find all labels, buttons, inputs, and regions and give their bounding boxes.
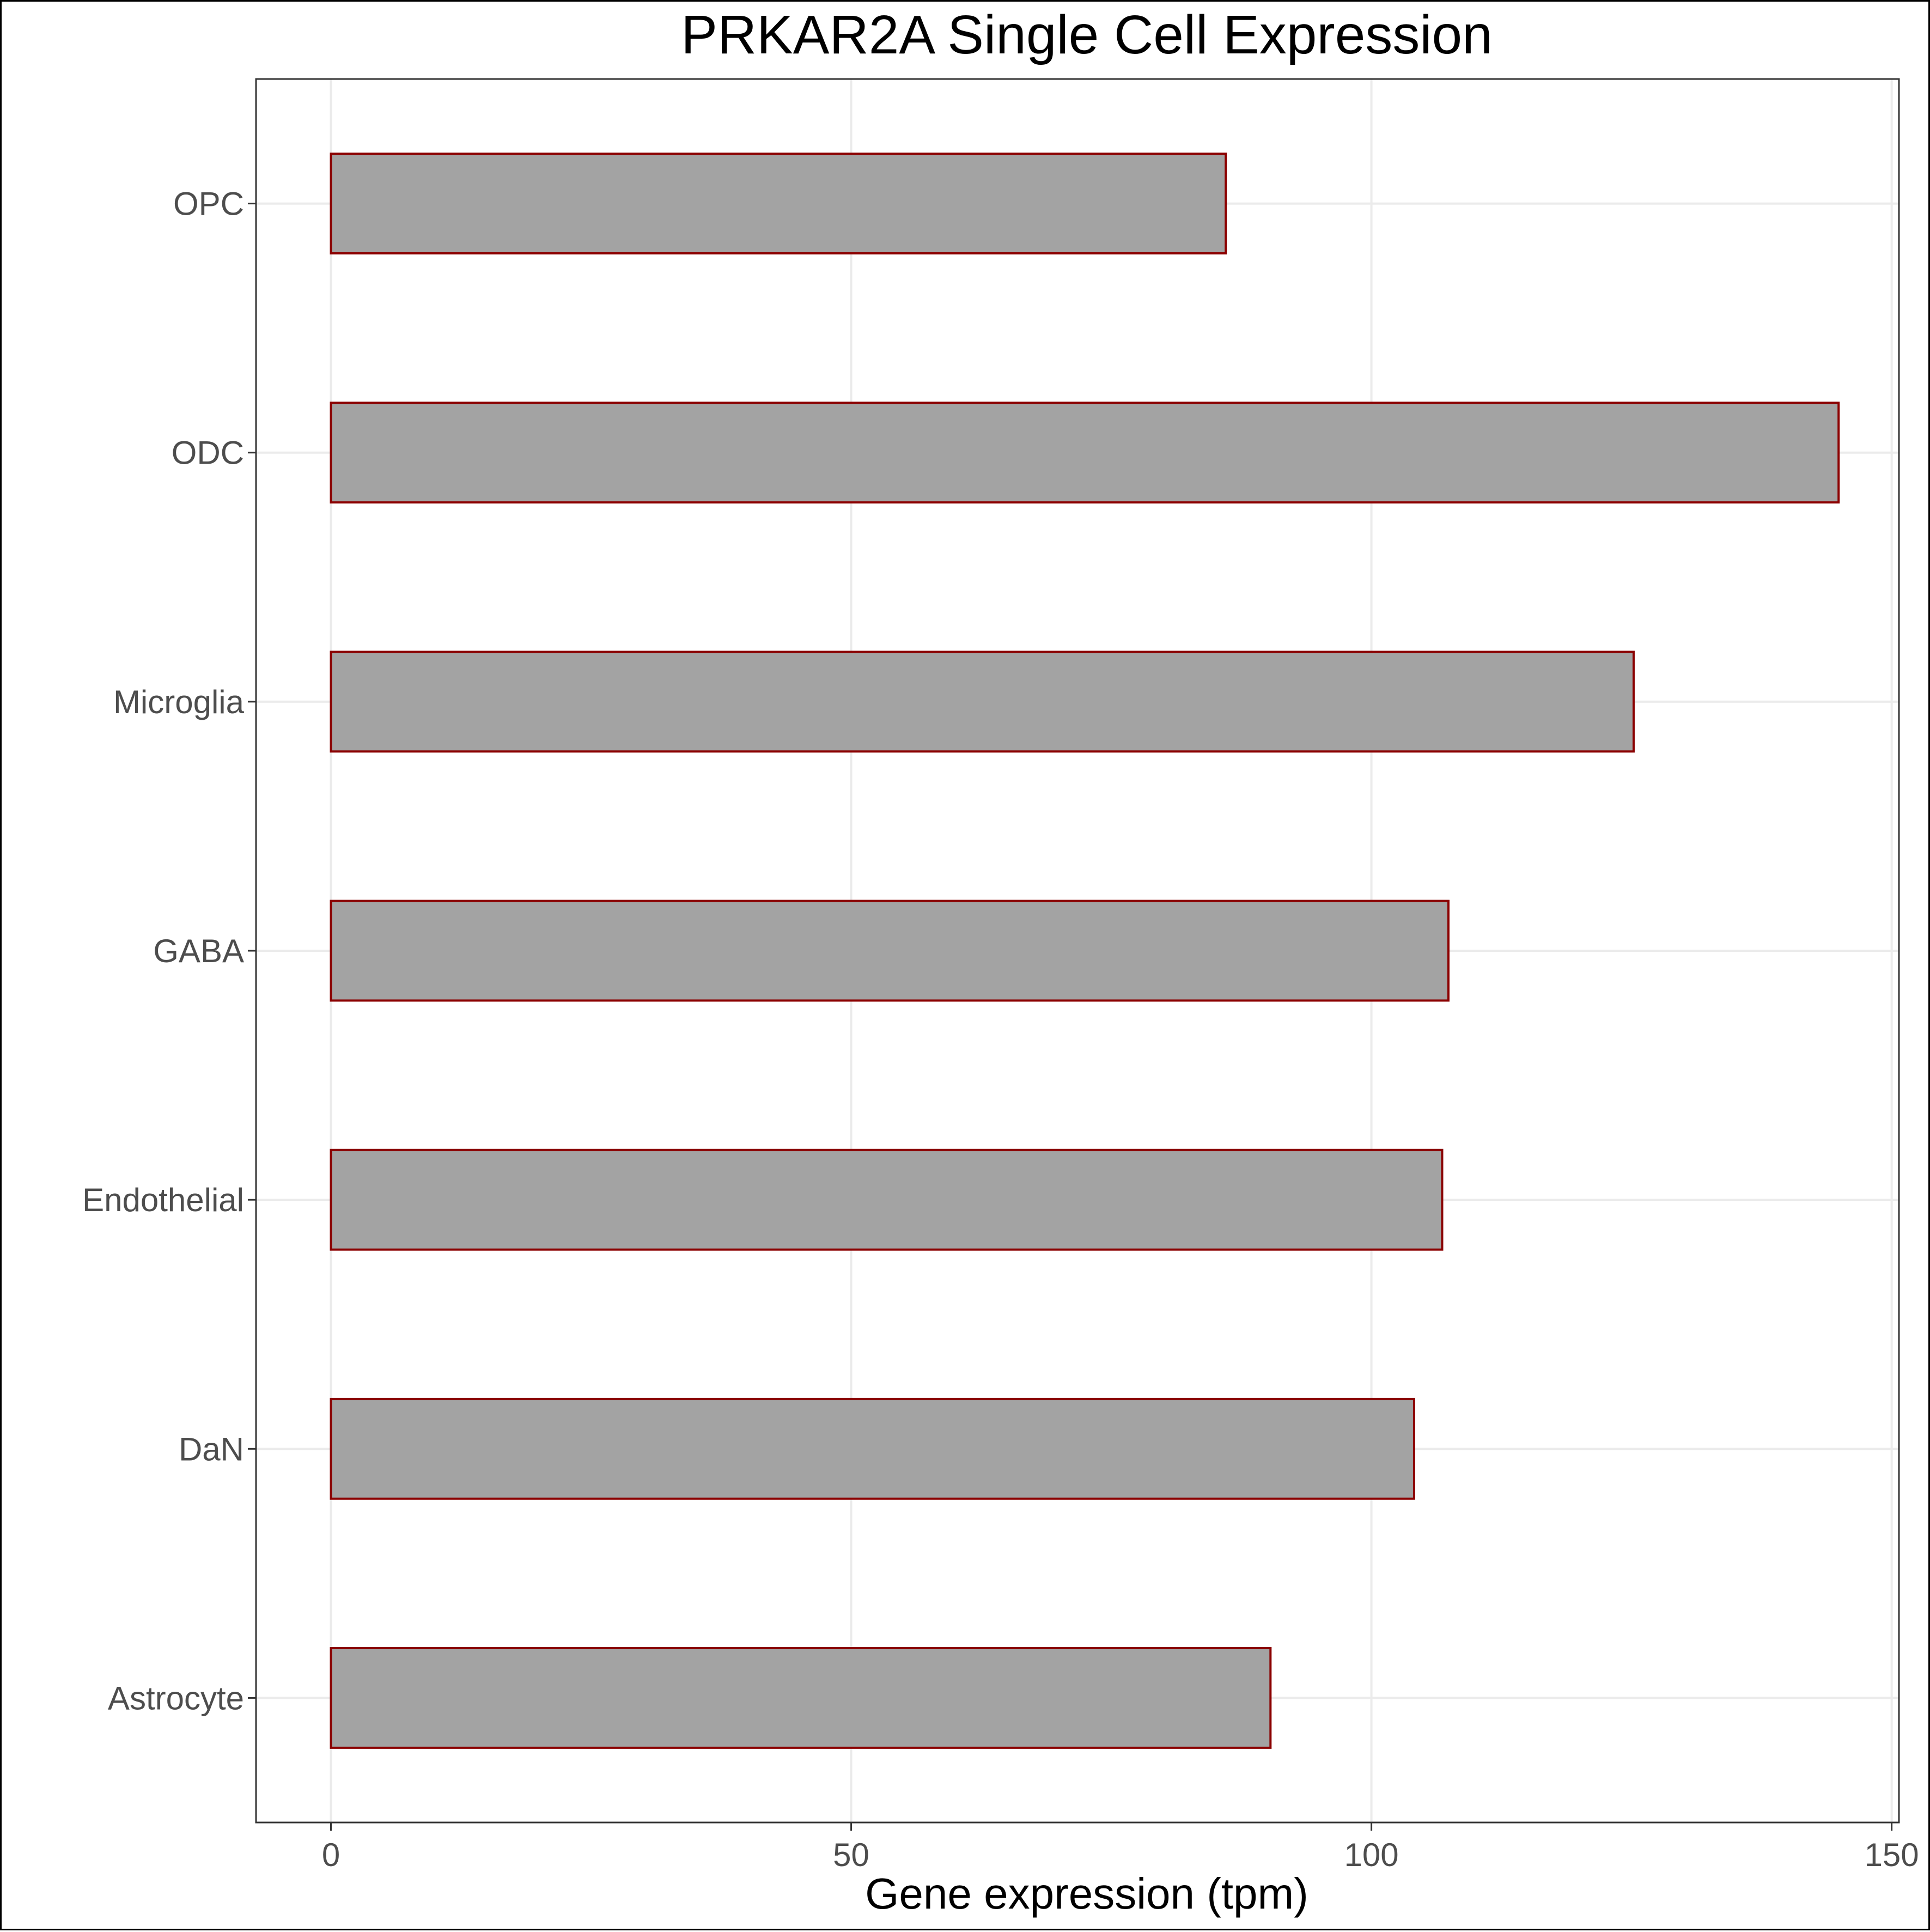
bar-gaba xyxy=(330,900,1450,1002)
bar-dan xyxy=(330,1398,1415,1500)
y-tick-label-gaba: GABA xyxy=(153,933,244,969)
x-tick-label-100: 100 xyxy=(1344,1837,1399,1873)
x-tick-label-0: 0 xyxy=(322,1837,340,1873)
bar-endothelial xyxy=(330,1149,1444,1251)
x-axis-ticks: 0 50 100 150 xyxy=(322,1822,1919,1873)
bars xyxy=(330,153,1840,1749)
bar-opc xyxy=(330,153,1227,254)
bar-microglia xyxy=(330,651,1635,753)
x-axis-title: Gene expression (tpm) xyxy=(865,1869,1308,1918)
y-tick-label-dan: DaN xyxy=(179,1431,244,1467)
bar-astrocyte xyxy=(330,1647,1272,1749)
chart-title: PRKAR2A Single Cell Expression xyxy=(681,4,1493,65)
x-tick-label-150: 150 xyxy=(1865,1837,1919,1873)
x-tick-label-50: 50 xyxy=(833,1837,869,1873)
y-tick-label-microglia: Microglia xyxy=(113,684,245,720)
y-tick-label-opc: OPC xyxy=(173,186,244,222)
y-tick-label-astrocyte: Astrocyte xyxy=(108,1680,244,1716)
bar-odc xyxy=(330,402,1840,504)
y-tick-label-odc: ODC xyxy=(172,435,244,471)
y-axis-ticks: Astrocyte DaN Endothelial GABA Microglia ODC O… xyxy=(82,186,256,1716)
y-tick-label-endothelial: Endothelial xyxy=(82,1182,244,1218)
